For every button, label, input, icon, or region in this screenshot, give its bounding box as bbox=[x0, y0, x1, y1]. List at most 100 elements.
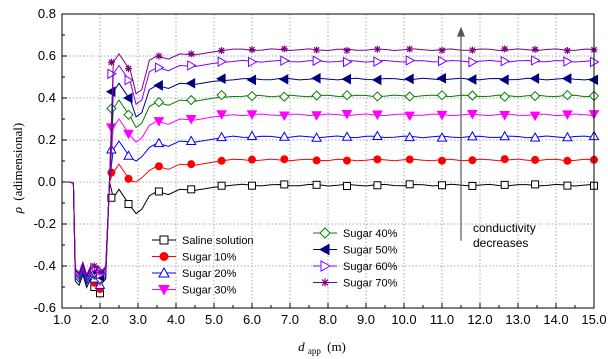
data-point-marker bbox=[341, 110, 353, 120]
y-axis-symbol: ρ bbox=[10, 207, 25, 214]
legend-label: Sugar 60% bbox=[343, 261, 398, 273]
data-point-marker bbox=[246, 74, 256, 86]
data-point-marker bbox=[343, 46, 351, 54]
data-point-marker bbox=[187, 185, 196, 194]
data-point-marker bbox=[404, 131, 416, 142]
data-point-marker bbox=[105, 86, 116, 98]
data-point-marker bbox=[438, 156, 446, 165]
series-5 bbox=[63, 72, 598, 282]
data-point-marker bbox=[404, 73, 414, 85]
legend-label: Sugar 10% bbox=[182, 252, 237, 264]
y-tick-label: -0.4 bbox=[34, 258, 56, 273]
data-point-marker bbox=[187, 60, 197, 71]
data-point-marker bbox=[372, 91, 383, 102]
data-point-marker bbox=[501, 45, 509, 53]
data-point-marker bbox=[248, 155, 256, 164]
series-0 bbox=[63, 180, 598, 298]
data-point-marker bbox=[499, 74, 509, 86]
data-point-marker bbox=[341, 73, 351, 85]
data-point-marker bbox=[280, 155, 289, 164]
data-point-marker bbox=[467, 90, 478, 101]
data-point-marker bbox=[246, 130, 258, 141]
data-point-marker bbox=[436, 72, 446, 84]
data-point-marker bbox=[529, 73, 540, 84]
data-point-marker bbox=[500, 155, 509, 164]
data-point-marker bbox=[373, 181, 382, 190]
data-point-marker bbox=[405, 180, 414, 189]
data-point-marker bbox=[185, 77, 196, 89]
data-point-marker bbox=[279, 91, 290, 102]
y-tick-label: 0.0 bbox=[38, 174, 56, 189]
data-point-marker bbox=[155, 52, 163, 60]
data-point-marker bbox=[122, 92, 133, 104]
y-tick-label: -0.6 bbox=[34, 300, 56, 315]
legend-label: Sugar 20% bbox=[182, 268, 237, 280]
data-point-marker bbox=[154, 187, 163, 196]
data-point-marker bbox=[187, 50, 195, 58]
data-point-marker bbox=[343, 181, 351, 190]
data-point-marker bbox=[372, 130, 383, 141]
data-point-marker bbox=[158, 266, 170, 278]
series-line bbox=[63, 77, 595, 278]
legend-item: Sugar 30% bbox=[152, 285, 237, 297]
data-point-marker bbox=[373, 56, 383, 67]
data-point-marker bbox=[107, 193, 116, 202]
data-point-marker bbox=[563, 47, 571, 55]
data-point-marker bbox=[562, 131, 573, 142]
data-point-marker bbox=[185, 94, 197, 106]
legend-item: Saline solution bbox=[152, 235, 254, 247]
data-point-marker bbox=[185, 135, 197, 146]
data-point-marker bbox=[373, 155, 382, 164]
data-point-marker bbox=[318, 243, 330, 256]
data-point-marker bbox=[438, 46, 446, 54]
data-point-marker bbox=[159, 235, 169, 245]
x-axis-unit: (m) bbox=[327, 339, 346, 354]
x-axis-subscript: app bbox=[308, 346, 321, 356]
data-point-marker bbox=[500, 180, 509, 189]
legend-item: Sugar 20% bbox=[152, 266, 237, 280]
data-point-marker bbox=[341, 131, 353, 141]
data-point-marker bbox=[124, 174, 133, 183]
plot-series bbox=[63, 45, 600, 298]
data-point-marker bbox=[278, 111, 290, 121]
legend-label: Sugar 30% bbox=[182, 285, 237, 297]
data-point-marker bbox=[372, 110, 383, 121]
data-point-marker bbox=[499, 130, 511, 141]
data-point-marker bbox=[153, 117, 165, 127]
data-point-marker bbox=[278, 73, 289, 85]
data-point-marker bbox=[321, 278, 329, 287]
data-point-marker bbox=[468, 46, 476, 54]
x-axis-ticks: 1.0 2.0 3.0 4.0 5.0 6.0 7.0 8.0 9.0 10.0 11.0 12.0 1… bbox=[53, 303, 607, 327]
data-point-marker bbox=[531, 180, 540, 189]
data-point-marker bbox=[153, 96, 165, 108]
data-point-marker bbox=[311, 132, 322, 142]
x-tick-label: 2.0 bbox=[91, 312, 109, 327]
x-tick-label: 1.0 bbox=[53, 312, 71, 327]
data-point-marker bbox=[341, 89, 353, 101]
x-tick-label: 14.0 bbox=[543, 312, 568, 327]
data-point-marker bbox=[436, 90, 448, 101]
series-line bbox=[63, 48, 595, 277]
data-point-marker bbox=[107, 68, 117, 80]
data-point-marker bbox=[312, 180, 321, 189]
data-point-marker bbox=[107, 168, 116, 177]
legend-label: Sugar 70% bbox=[343, 278, 398, 290]
data-point-marker bbox=[531, 45, 539, 53]
data-point-marker bbox=[531, 155, 540, 164]
data-point-marker bbox=[248, 56, 258, 68]
annotation-text-line-1: conductivity bbox=[473, 221, 536, 235]
x-tick-label: 10.0 bbox=[391, 312, 416, 327]
data-point-marker bbox=[562, 110, 573, 120]
data-point-marker bbox=[405, 55, 416, 66]
data-point-marker bbox=[123, 129, 134, 140]
data-point-marker bbox=[216, 110, 227, 120]
data-point-marker bbox=[468, 56, 478, 68]
x-tick-label: 15.0 bbox=[581, 312, 606, 327]
data-point-marker bbox=[125, 65, 132, 73]
data-point-marker bbox=[563, 56, 573, 67]
x-tick-label: 5.0 bbox=[205, 312, 223, 327]
legend-label: Sugar 40% bbox=[343, 228, 398, 240]
series-7 bbox=[63, 45, 598, 277]
data-point-marker bbox=[123, 150, 134, 160]
